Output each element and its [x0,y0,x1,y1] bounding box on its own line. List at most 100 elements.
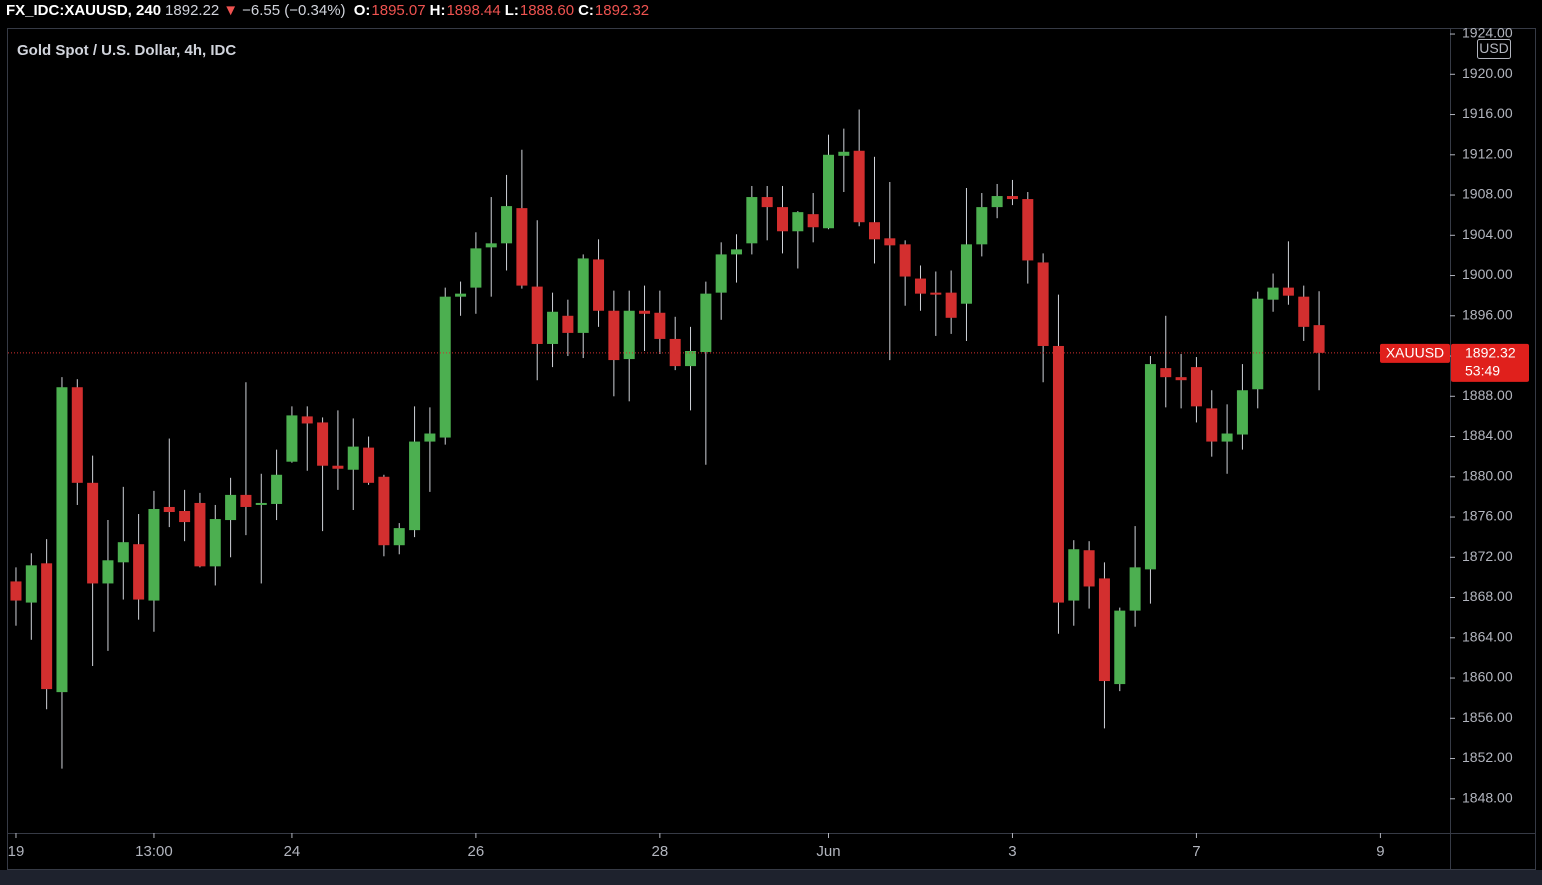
candle-body [654,312,666,339]
candle-body [1022,199,1034,261]
plot [10,109,1325,769]
candle-body [853,150,865,223]
candle-body [899,244,911,277]
candle-body [623,310,635,360]
candle-body [914,278,926,294]
ohlc-label: O: [353,2,371,19]
y-tick-label: 1904.00 [1462,226,1513,242]
candle-body [746,197,758,244]
ohlc-value: 1888.60 [519,2,575,19]
x-tick-label: 19 [8,843,25,860]
y-tick-label: 1888.00 [1462,387,1513,403]
candle-body [225,494,237,521]
candle-body [669,338,681,367]
candle-body [194,502,206,567]
candle-body [1267,287,1279,300]
y-tick-label: 1916.00 [1462,105,1513,121]
candle-body [347,446,359,470]
x-tick-label: Jun [816,843,840,860]
change: −6.55 (−0.34%) [242,2,346,19]
candle-body [102,560,114,584]
candle-body [1160,368,1172,378]
candle-body [317,422,329,466]
candle-body [562,315,574,333]
candle-body [991,196,1003,208]
candle-body [715,254,727,293]
candle-body [485,243,497,248]
x-tick-label: 13:00 [135,843,173,860]
candle-body [409,441,421,531]
ohlc-value: 1892.32 [594,2,650,19]
price-tag-countdown: 53:49 [1465,363,1500,379]
candle-body [1144,364,1156,570]
candle-body [87,482,99,584]
symbol[interactable]: FX_IDC:XAUUSD, 240 [6,2,162,19]
footer-strip [0,870,1542,885]
candle-body [1006,196,1018,200]
price-tag [1451,343,1529,382]
candle-body [209,519,221,567]
candle-body [133,544,145,600]
candle-body [332,465,344,469]
candle-body [807,214,819,228]
candle-body [10,581,22,601]
candle-body [424,433,436,442]
candle-body [1221,433,1233,442]
candle-body [286,415,298,462]
ohlc-label: H: [429,2,446,19]
candle-body [685,351,697,367]
x-tick-label: 7 [1192,843,1200,860]
last: 1892.22 [165,2,220,19]
header: FX_IDC:XAUUSD, 240 1892.22 ▼ −6.55 (−0.34%)… [6,0,653,24]
y-tick-label: 1868.00 [1462,588,1513,604]
y-tick-label: 1872.00 [1462,548,1513,564]
candle-body [25,565,37,603]
candle-body [1236,390,1248,435]
symbol-tag-text: XAUUSD [1386,345,1444,361]
candle-body [439,296,451,438]
candle-body [240,494,252,507]
candle-body [1298,296,1310,327]
candle-body [301,416,313,424]
y-tick-label: 1896.00 [1462,306,1513,322]
candle-body [700,293,712,353]
candle-body [1252,298,1264,390]
arrow: ▼ [223,2,239,19]
candle-body [777,207,789,232]
candle-body [1083,550,1095,587]
y-tick-label: 1900.00 [1462,266,1513,282]
candle-body [547,311,559,344]
price-tag-value: 1892.32 [1465,345,1516,361]
chart-title: Gold Spot / U.S. Dollar, 4h, IDC [17,42,236,59]
y-tick-label: 1912.00 [1462,145,1513,161]
candle-body [117,542,129,563]
candle-body [868,222,880,240]
candle-body [639,310,651,314]
y-tick-label: 1848.00 [1462,789,1513,805]
ohlc-value: 1898.44 [446,2,501,19]
ohlc-value: 1895.07 [371,2,426,19]
candle-body [501,206,513,244]
candle-body [1190,367,1202,407]
x-tick-label: 24 [284,843,301,860]
candle-body [71,387,83,483]
candle-body [884,238,896,246]
candle-body [41,563,53,690]
candle-body [792,212,804,232]
candle-body [1052,345,1064,603]
candle-body [838,151,850,156]
candle-body [731,249,743,255]
y-tick-label: 1920.00 [1462,65,1513,81]
currency: USD [1479,40,1509,56]
candle-body [761,197,773,208]
y-tick-label: 1880.00 [1462,467,1513,483]
candle-body [976,207,988,245]
candle-body [1282,287,1294,296]
y-tick-label: 1924.00 [1462,25,1513,41]
x-tick-label: 9 [1376,843,1384,860]
candle-body [148,508,160,601]
candle-body [608,310,620,361]
candle-body [1175,377,1187,381]
candle-body [930,292,942,295]
